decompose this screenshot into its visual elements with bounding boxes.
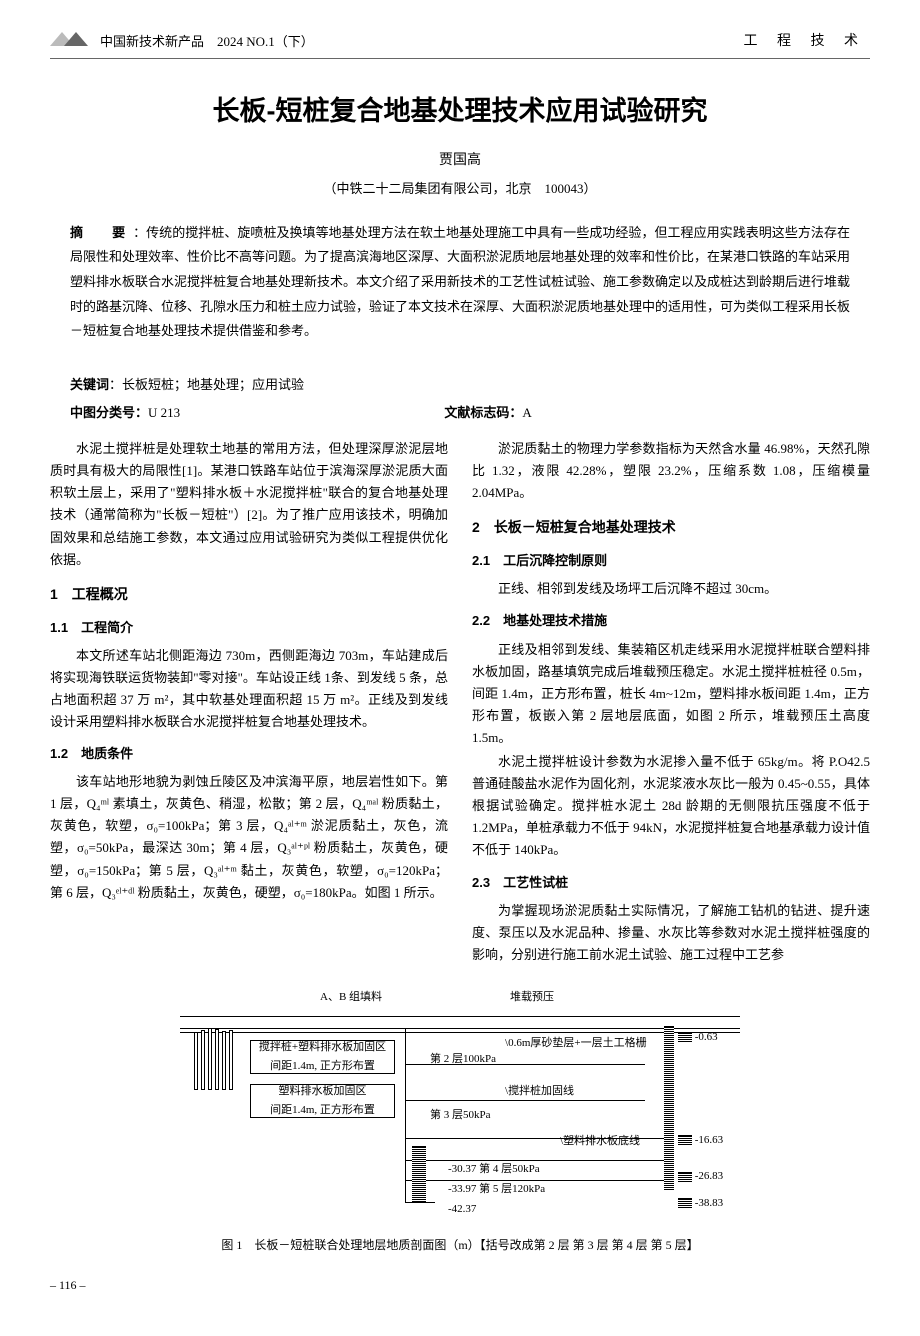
fig-depth-left-3: -42.37 [448,1200,476,1219]
section-2-2-p1: 正线及相邻到发线、集装箱区机走线采用水泥搅拌桩联合塑料排水板加固，路基填筑完成后… [472,639,870,749]
abstract-label: 摘 要 [70,225,133,240]
fig-layer5-label: -33.97 第 5 层120kPa [448,1180,545,1199]
section-1-1-paragraph: 本文所述车站北侧距海边 730m，西侧距海边 703m，车站建成后将实现海铁联运… [50,645,448,733]
section-2-1-paragraph: 正线、相邻到发线及场坪工后沉降不超过 30cm。 [472,578,870,600]
author-name: 贾国高 [50,149,870,173]
section-2-2-heading: 2.2 地基处理技术措施 [472,610,870,632]
header-triangle [50,31,100,53]
right-p1: 淤泥质黏土的物理力学参数指标为天然含水量 46.98%，天然孔隙比 1.32，液… [472,438,870,504]
fig-layer3-label: 第 3 层50kPa [430,1106,491,1125]
body-columns: 水泥土搅拌桩是处理软土地基的常用方法，但处理深厚淤泥层地质时具有极大的局限性[1… [50,438,870,968]
clc-label: 中图分类号： [70,405,148,420]
fig-left-depth-bar [412,1146,426,1209]
keywords-row: 关键词：长板短桩；地基处理；应用试验 [50,374,870,396]
fig-box-mixing-drain: 搅拌桩+塑料排水板加固区 间距1.4m, 正方形布置 [250,1040,395,1074]
article-title: 长板-短桩复合地基处理技术应用试验研究 [50,89,870,135]
fig-label-ab-fill: A、B 组填料 [320,988,382,1007]
figure-1-caption: 图 1 长板－短桩联合处理地层地质剖面图（m）【括号改成第 2 层 第 3 层 … [50,1235,870,1255]
intro-paragraph: 水泥土搅拌桩是处理软土地基的常用方法，但处理深厚淤泥层地质时具有极大的局限性[1… [50,438,448,571]
section-2-1-heading: 2.1 工后沉降控制原则 [472,550,870,572]
section-2-2-p2: 水泥土搅拌桩设计参数为水泥掺入量不低于 65kg/m。将 P.O42.5 普通硅… [472,751,870,861]
doccode-value: A [522,405,531,420]
doccode-label: 文献标志码： [444,405,522,420]
journal-title: 中国新技术新产品 2024 NO.1（下） [100,31,744,53]
fig-piles-left [194,1028,233,1090]
abstract-text: ：传统的搅拌桩、旋喷桩及换填等地基处理方法在软土地基处理施工中具有一些成功经验，… [70,225,850,339]
fig-layer2-label: 第 2 层100kPa [430,1050,496,1069]
fig-right-depths: -0.63 -16.63 -26.83 -38.83 [678,1028,723,1215]
fig-drain-line-label: \塑料排水板底线 [560,1132,640,1151]
fig-cushion-label: \0.6m厚砂垫层+一层土工格栅 [505,1034,647,1053]
fig-layer4-label: -30.37 第 4 层50kPa [448,1160,540,1179]
figure-1-diagram: A、B 组填料 堆载预压 搅拌桩+塑料排水板加固区 间距1.4m, 正方形布置 [180,988,740,1218]
meta-row: 中图分类号：U 213 文献标志码：A [50,402,870,424]
right-column: 淤泥质黏土的物理力学参数指标为天然含水量 46.98%，天然孔隙比 1.32，液… [472,438,870,968]
keywords-label: 关键词 [70,377,109,392]
fig-label-preload: 堆载预压 [510,988,554,1007]
section-2-3-p1: 为掌握现场淤泥质黏土实际情况，了解施工钻机的钻进、提升速度、泵压以及水泥品种、掺… [472,900,870,966]
fig-right-strata-bar [664,1026,674,1197]
section-2-heading: 2 长板－短桩复合地基处理技术 [472,516,870,540]
section-1-1-heading: 1.1 工程简介 [50,617,448,639]
section-1-heading: 1 工程概况 [50,583,448,607]
page-number: – 116 – [50,1275,870,1295]
author-affiliation: （中铁二十二局集团有限公司，北京 100043） [50,178,870,200]
section-2-3-heading: 2.3 工艺性试桩 [472,872,870,894]
keywords-text: ：长板短桩；地基处理；应用试验 [109,377,304,392]
left-column: 水泥土搅拌桩是处理软土地基的常用方法，但处理深厚淤泥层地质时具有极大的局限性[1… [50,438,448,968]
clc-value: U 213 [148,405,180,420]
figure-1: A、B 组填料 堆载预压 搅拌桩+塑料排水板加固区 间距1.4m, 正方形布置 [50,988,870,1255]
section-1-2-heading: 1.2 地质条件 [50,743,448,765]
fig-box-drain-only: 塑料排水板加固区 间距1.4m, 正方形布置 [250,1084,395,1118]
fig-mixing-line-label: \搅拌桩加固线 [505,1082,574,1101]
abstract-block: 摘 要：传统的搅拌桩、旋喷桩及换填等地基处理方法在软土地基处理施工中具有一些成功… [50,221,870,360]
page-header: 中国新技术新产品 2024 NO.1（下） 工 程 技 术 [50,30,870,59]
section-1-2-paragraph: 该车站地形地貌为剥蚀丘陵区及冲滨海平原，地层岩性如下。第 1 层，Q₄ᵐˡ 素填… [50,771,448,904]
category-label: 工 程 技 术 [744,30,871,54]
